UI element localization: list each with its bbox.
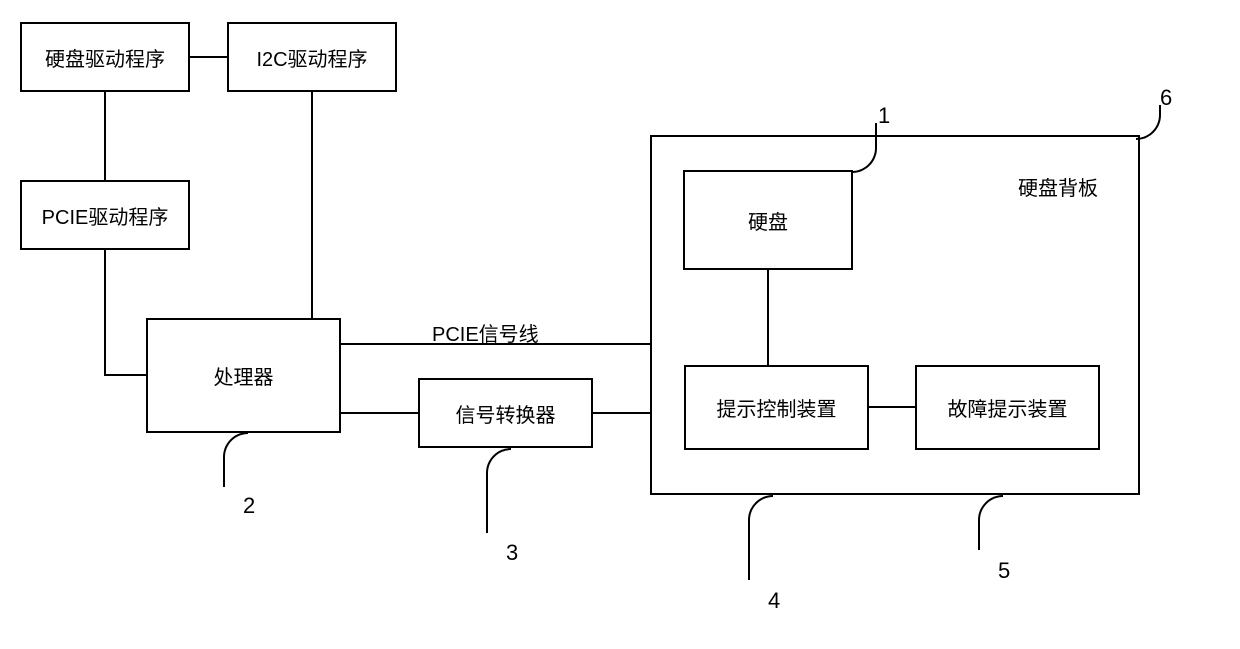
signal-converter-label: 信号转换器 xyxy=(456,399,556,428)
callout-3-num: 3 xyxy=(506,540,518,566)
edge-pcie-processor-h xyxy=(104,374,146,376)
hard-disk-label: 硬盘 xyxy=(748,206,788,235)
pcie-driver-node: PCIE驱动程序 xyxy=(20,180,190,250)
prompt-control-node: 提示控制装置 xyxy=(684,365,869,450)
edge-processor-converter xyxy=(341,412,418,414)
edge-hdd-prompt xyxy=(767,270,769,365)
pcie-line-label: PCIE信号线 xyxy=(432,318,539,347)
callout-6-num: 6 xyxy=(1160,85,1172,111)
hdd-driver-node: 硬盘驱动程序 xyxy=(20,22,190,92)
prompt-control-label: 提示控制装置 xyxy=(717,393,837,422)
hard-disk-node: 硬盘 xyxy=(683,170,853,270)
pcie-driver-label: PCIE驱动程序 xyxy=(42,201,169,230)
signal-converter-node: 信号转换器 xyxy=(418,378,593,448)
callout-4-line xyxy=(748,495,773,580)
hdd-driver-label: 硬盘驱动程序 xyxy=(45,43,165,72)
callout-6-line xyxy=(1136,105,1161,140)
edge-prompt-fault xyxy=(869,406,915,408)
edge-hdd-i2c xyxy=(190,56,227,58)
edge-converter-backplane xyxy=(593,412,650,414)
edge-i2c-processor xyxy=(311,92,313,318)
callout-3-line xyxy=(486,448,511,533)
edge-hdd-pcie xyxy=(104,92,106,180)
callout-2-num: 2 xyxy=(243,493,255,519)
i2c-driver-label: I2C驱动程序 xyxy=(256,43,367,72)
fault-prompt-label: 故障提示装置 xyxy=(948,393,1068,422)
callout-1-num: 1 xyxy=(878,103,890,129)
processor-label: 处理器 xyxy=(214,361,274,390)
fault-prompt-node: 故障提示装置 xyxy=(915,365,1100,450)
i2c-driver-node: I2C驱动程序 xyxy=(227,22,397,92)
backplane-label: 硬盘背板 xyxy=(1018,172,1098,201)
callout-5-num: 5 xyxy=(998,558,1010,584)
edge-pcie-processor-v xyxy=(104,250,106,375)
processor-node: 处理器 xyxy=(146,318,341,433)
callout-5-line xyxy=(978,495,1003,550)
callout-4-num: 4 xyxy=(768,588,780,614)
callout-2-line xyxy=(223,432,248,487)
